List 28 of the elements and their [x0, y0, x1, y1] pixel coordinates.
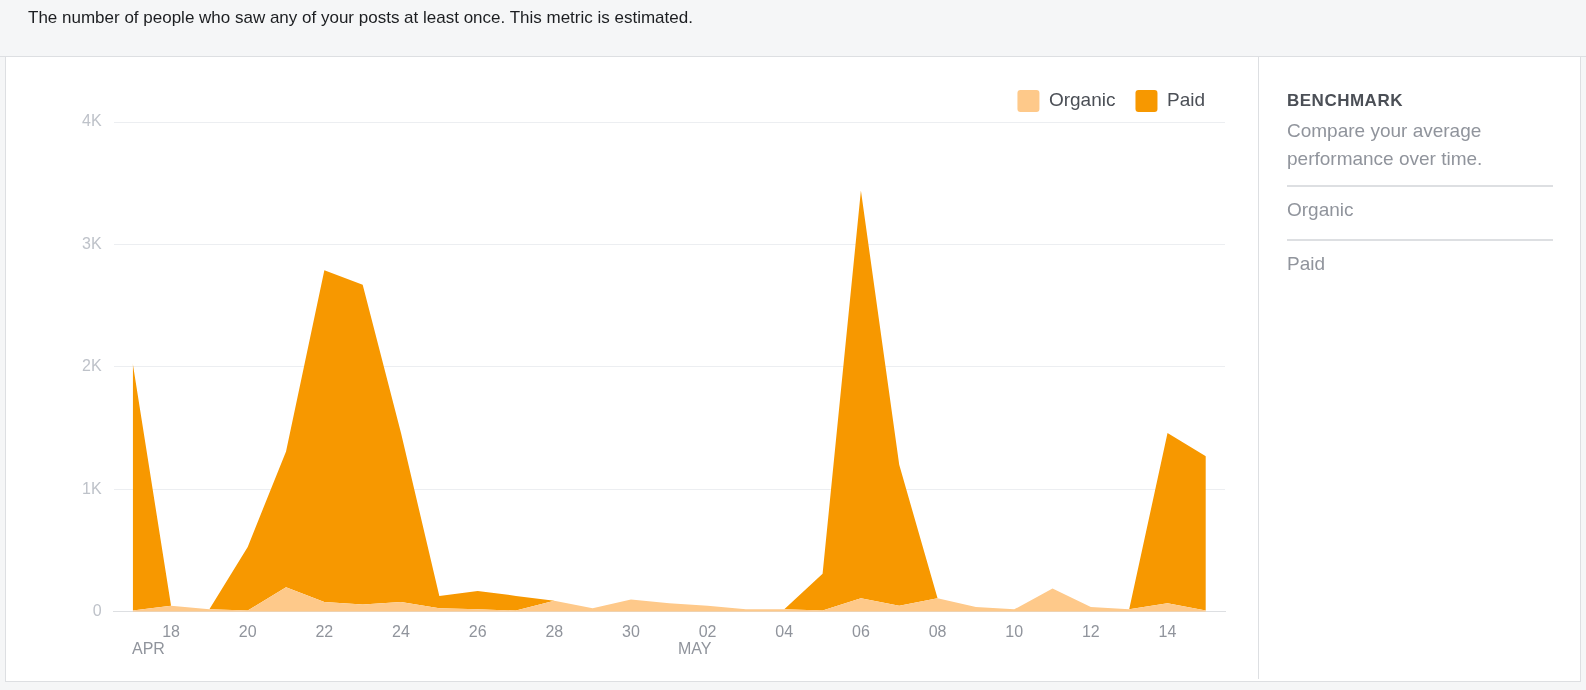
- text: APR: [132, 640, 165, 658]
- text: MAY: [678, 640, 712, 658]
- x-tick-label: 12: [1081, 622, 1100, 640]
- x-tick-label: 24: [392, 622, 411, 640]
- text: Organic: [1287, 185, 1553, 221]
- y-tick-label: 1K: [81, 479, 102, 497]
- legend-label: Organic: [1048, 89, 1116, 111]
- x-tick-label: 20: [238, 622, 257, 640]
- y-tick-label: 2K: [81, 357, 102, 375]
- text: Paid: [1287, 239, 1553, 275]
- x-tick-label: 26: [468, 622, 487, 640]
- x-tick-label: 06: [852, 622, 870, 640]
- y-tick-label: 4K: [81, 112, 102, 130]
- y-tick-label: 0: [92, 602, 102, 620]
- text: The number of people who saw any of your posts at least once. This metric is estimated.: [28, 8, 693, 28]
- x-tick-label: 14: [1158, 622, 1177, 640]
- x-tick-label: 04: [775, 622, 794, 640]
- x-tick-label: 28: [545, 622, 564, 640]
- x-tick-label: 02: [698, 622, 717, 640]
- x-tick-label: 08: [928, 622, 947, 640]
- x-tick-label: 30: [622, 622, 640, 640]
- x-tick-label: 10: [1005, 622, 1024, 640]
- x-tick-label: 22: [315, 622, 334, 640]
- y-tick-label: 3K: [81, 234, 102, 252]
- text: Compare your average performance over time.: [1287, 119, 1484, 171]
- text: BENCHMARK: [1287, 91, 1403, 111]
- x-tick-label: 18: [162, 622, 181, 640]
- legend-label: Paid: [1166, 89, 1205, 111]
